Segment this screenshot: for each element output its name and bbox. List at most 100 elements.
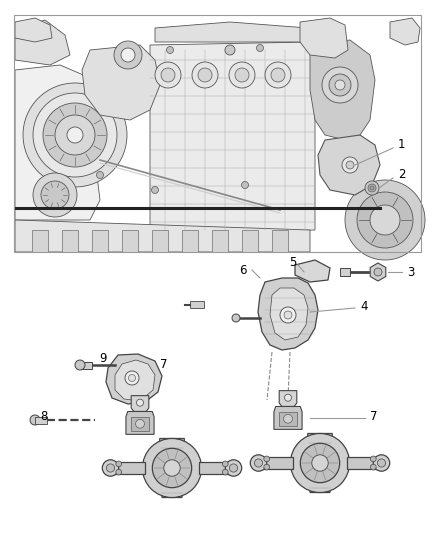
Bar [212,230,228,252]
Bar [340,268,350,276]
Circle shape [342,157,358,173]
Circle shape [335,80,345,90]
Polygon shape [15,18,52,42]
Text: 9: 9 [99,351,107,365]
Bar [14,15,421,252]
Circle shape [346,161,354,169]
Circle shape [368,184,376,192]
Circle shape [225,460,242,476]
Text: 5: 5 [290,255,297,269]
Circle shape [283,414,293,423]
Circle shape [192,62,218,88]
Polygon shape [106,354,162,404]
Circle shape [23,83,127,187]
Circle shape [114,41,142,69]
Circle shape [254,459,263,467]
Circle shape [235,68,249,82]
Polygon shape [318,135,380,195]
Circle shape [365,181,379,195]
Bar [182,230,198,252]
Circle shape [312,455,328,471]
Polygon shape [131,395,149,411]
Circle shape [164,460,180,476]
Circle shape [142,439,201,497]
Circle shape [229,62,255,88]
Bar [15,15,420,252]
Circle shape [121,48,135,62]
Circle shape [280,307,296,323]
Circle shape [33,93,117,177]
Circle shape [136,419,145,428]
Text: 6: 6 [239,263,247,277]
Polygon shape [115,360,155,401]
Bar [62,230,78,252]
Circle shape [232,314,240,322]
Circle shape [371,456,376,462]
Polygon shape [160,439,184,497]
Circle shape [370,186,374,190]
Circle shape [152,448,192,488]
Circle shape [257,44,264,52]
Polygon shape [15,65,105,220]
Bar [242,230,258,252]
Circle shape [198,68,212,82]
Circle shape [223,469,228,475]
Bar [35,417,47,424]
Circle shape [370,205,400,235]
Circle shape [166,46,173,53]
Bar [279,412,297,426]
Polygon shape [150,42,315,235]
Text: 2: 2 [398,168,406,182]
Circle shape [67,127,83,143]
Bar [347,457,381,469]
Circle shape [284,394,292,401]
Circle shape [357,192,413,248]
Polygon shape [279,391,297,407]
Bar [110,462,145,474]
Polygon shape [15,20,70,65]
Polygon shape [126,411,154,434]
Bar [131,417,149,431]
Polygon shape [300,18,348,58]
Text: 7: 7 [160,359,167,372]
Polygon shape [295,260,330,282]
Circle shape [225,45,235,55]
Circle shape [378,459,385,467]
Circle shape [345,180,425,260]
Circle shape [250,455,267,471]
Text: 4: 4 [360,300,367,312]
Circle shape [290,433,350,492]
Circle shape [152,187,159,193]
Circle shape [300,443,340,483]
Circle shape [43,103,107,167]
Circle shape [271,68,285,82]
Circle shape [102,460,119,476]
Circle shape [96,172,103,179]
Circle shape [322,67,358,103]
Bar [190,301,204,308]
Bar [80,362,92,369]
Circle shape [106,464,115,472]
Polygon shape [308,433,332,492]
Circle shape [373,455,390,471]
Circle shape [155,62,181,88]
Circle shape [41,181,69,209]
Bar [199,462,233,474]
Bar [272,230,288,252]
Polygon shape [155,22,310,42]
Polygon shape [82,45,160,120]
Text: 3: 3 [407,265,414,279]
Polygon shape [310,40,375,140]
Text: 7: 7 [370,410,378,424]
Circle shape [284,311,292,319]
Circle shape [30,415,40,425]
Circle shape [265,62,291,88]
Text: 1: 1 [398,139,406,151]
Circle shape [116,469,122,475]
Polygon shape [270,288,308,340]
Circle shape [55,115,95,155]
Bar [92,230,108,252]
Circle shape [33,173,77,217]
Polygon shape [15,220,310,252]
Circle shape [223,461,228,467]
